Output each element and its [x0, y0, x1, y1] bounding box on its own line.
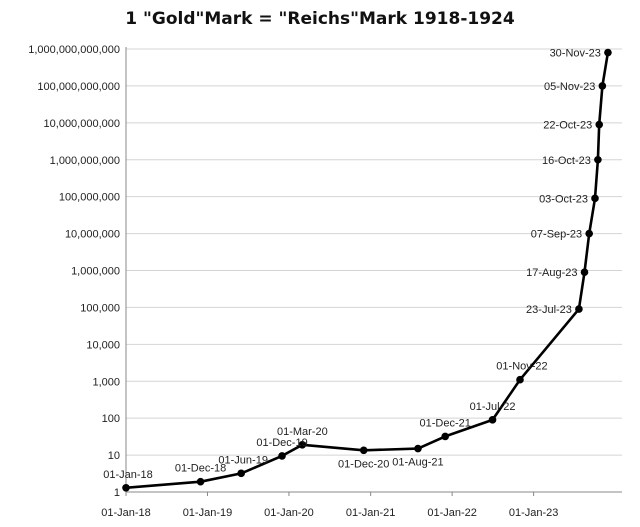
axis-layer: 1 10 100 1,000 10,000 100,000 1,000,000 10,000,… — [28, 44, 622, 519]
x-tick-label: 01-Jan-23 — [509, 507, 559, 519]
data-point — [441, 432, 450, 441]
data-point — [122, 483, 130, 492]
data-label: 01-Dec-19 — [256, 437, 307, 449]
data-label: 01-Nov-22 — [496, 361, 547, 373]
data-label: 16-Oct-23 — [542, 155, 591, 167]
data-label: 01-Dec-18 — [175, 463, 226, 475]
y-tick-label: 100,000 — [80, 302, 120, 314]
data-label: 01-Mar-20 — [277, 426, 328, 438]
y-tick-label: 1 — [114, 487, 120, 499]
data-point — [278, 452, 286, 460]
data-point — [359, 446, 368, 455]
y-tick-label: 10 — [108, 450, 120, 462]
data-point — [604, 48, 612, 57]
data-point — [591, 194, 599, 203]
data-label: 22-Oct-23 — [543, 120, 592, 132]
data-point — [414, 444, 422, 453]
series-line — [125, 52, 610, 490]
y-tick-label: 1,000 — [92, 376, 120, 388]
data-point — [575, 305, 583, 313]
y-tick-label: 1,000,000,000,000 — [28, 44, 120, 56]
data-label: 07-Sep-23 — [531, 229, 582, 241]
y-tick-label: 10,000,000,000 — [44, 118, 120, 130]
y-tick-label: 1,000,000 — [71, 266, 120, 278]
grid-layer — [126, 48, 622, 456]
y-tick-label: 10,000 — [86, 339, 120, 351]
data-label: 05-Nov-23 — [544, 81, 595, 93]
data-label: 01-Jun-19 — [218, 454, 268, 466]
data-point — [580, 268, 589, 276]
data-point — [488, 416, 497, 424]
x-tick-label: 01-Jan-21 — [346, 507, 396, 519]
x-tick-label: 01-Jan-22 — [427, 507, 477, 519]
x-tick-label: 01-Jan-18 — [101, 507, 151, 519]
x-tick-label: 01-Jan-20 — [264, 507, 314, 519]
chart-title: 1 "Gold"Mark = "Reichs"Mark 1918-1924 — [125, 9, 515, 29]
data-label: 30-Nov-23 — [550, 48, 601, 60]
data-label: 01-Jan-18 — [103, 469, 153, 481]
data-label: 01-Dec-20 — [338, 458, 389, 470]
data-label: 17-Aug-23 — [526, 267, 577, 279]
data-point — [237, 469, 245, 478]
data-label: 03-Oct-23 — [539, 193, 588, 205]
data-point — [595, 120, 604, 129]
data-point — [516, 375, 524, 384]
y-tick-label: 100,000,000 — [59, 192, 120, 204]
x-tick-label: 01-Jan-19 — [183, 507, 233, 519]
y-tick-label: 100 — [102, 413, 120, 425]
data-point — [298, 440, 307, 449]
series-layer — [122, 48, 612, 492]
data-label: 01-Dec-21 — [420, 417, 471, 429]
data-label: 23-Jul-23 — [526, 304, 572, 316]
data-point — [196, 477, 205, 486]
y-tick-label: 1,000,000,000 — [50, 155, 120, 167]
data-point — [585, 229, 593, 238]
data-label: 01-Jul-22 — [470, 401, 516, 413]
data-label: 01-Aug-21 — [392, 457, 443, 469]
data-point — [594, 155, 602, 164]
y-tick-label: 10,000,000 — [65, 229, 120, 241]
y-tick-label: 100,000,000,000 — [37, 81, 120, 93]
data-point — [598, 82, 607, 90]
